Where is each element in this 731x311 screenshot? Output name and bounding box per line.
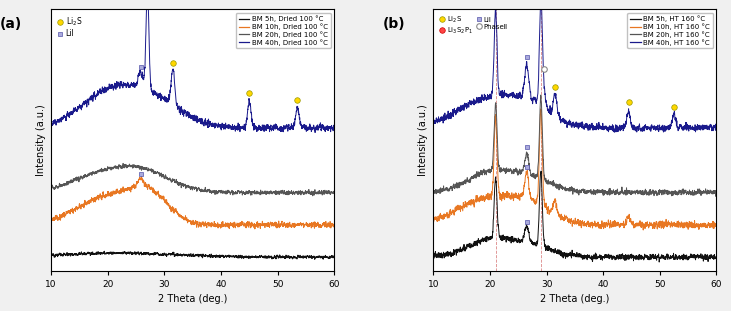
BM 5h, HT 160 °C (537, 169, 545, 173)
BM 5h, Dried 100 °C (156, 253, 164, 257)
Text: (b): (b) (382, 17, 405, 31)
BM 5h, HT 160 °C (550, 251, 558, 255)
BM 5h, Dried 100 °C (294, 255, 303, 258)
BM 40h, Dried 100 °C (330, 128, 338, 132)
BM 20h, Dried 100 °C (325, 190, 333, 193)
BM 40h, HT 160 °C (429, 121, 438, 125)
Line: BM 40h, Dried 100 °C: BM 40h, Dried 100 °C (51, 0, 334, 132)
BM 20h, HT 160 °C (478, 173, 487, 177)
BM 10h, HT 160 °C (429, 218, 438, 221)
BM 5h, HT 160 °C (461, 245, 470, 249)
BM 40h, HT 160 °C (610, 130, 619, 134)
BM 20h, Dried 100 °C (47, 185, 56, 189)
BM 40h, Dried 100 °C (167, 72, 176, 75)
BM 10h, Dried 100 °C (325, 223, 333, 226)
BM 40h, Dried 100 °C (156, 94, 164, 98)
BM 40h, HT 160 °C (461, 104, 470, 107)
X-axis label: 2 Theta (deg.): 2 Theta (deg.) (540, 294, 610, 304)
Line: BM 20h, Dried 100 °C: BM 20h, Dried 100 °C (51, 163, 334, 196)
BM 10h, Dried 100 °C (251, 227, 260, 231)
BM 40h, HT 160 °C (478, 97, 487, 101)
BM 20h, Dried 100 °C (118, 161, 127, 165)
BM 40h, Dried 100 °C (47, 120, 56, 123)
BM 5h, HT 160 °C (712, 255, 721, 259)
BM 40h, HT 160 °C (712, 127, 721, 131)
Text: (a): (a) (0, 17, 23, 31)
Line: BM 10h, HT 160 °C: BM 10h, HT 160 °C (433, 109, 716, 230)
BM 10h, HT 160 °C (712, 224, 721, 227)
BM 5h, Dried 100 °C (167, 252, 176, 255)
BM 20h, HT 160 °C (707, 190, 716, 194)
Line: BM 10h, Dried 100 °C: BM 10h, Dried 100 °C (51, 177, 334, 229)
Y-axis label: Intensity (a.u.): Intensity (a.u.) (417, 104, 428, 176)
BM 40h, Dried 100 °C (79, 100, 88, 104)
Legend: BM 5h, HT 160 °C, BM 10h, HT 160 °C, BM 20h, HT 160 °C, BM 40h, HT 160 °C: BM 5h, HT 160 °C, BM 10h, HT 160 °C, BM … (627, 13, 713, 48)
Line: BM 40h, HT 160 °C: BM 40h, HT 160 °C (433, 0, 716, 132)
Legend: BM 5h, Dried 100 °C, BM 10h, Dried 100 °C, BM 20h, Dried 100 °C, BM 40h, Dried 1: BM 5h, Dried 100 °C, BM 10h, Dried 100 °… (236, 13, 330, 48)
BM 40h, HT 160 °C (676, 124, 685, 128)
BM 10h, Dried 100 °C (294, 224, 303, 227)
BM 5h, Dried 100 °C (325, 256, 333, 260)
BM 5h, Dried 100 °C (96, 253, 105, 256)
BM 10h, Dried 100 °C (330, 223, 338, 227)
Y-axis label: Intensity (a.u.): Intensity (a.u.) (36, 104, 45, 176)
Line: BM 5h, Dried 100 °C: BM 5h, Dried 100 °C (51, 251, 334, 259)
BM 10h, HT 160 °C (676, 225, 685, 229)
BM 20h, Dried 100 °C (330, 192, 338, 196)
BM 10h, Dried 100 °C (156, 194, 164, 198)
BM 5h, Dried 100 °C (79, 252, 88, 255)
BM 40h, Dried 100 °C (311, 131, 319, 134)
BM 20h, HT 160 °C (537, 93, 545, 97)
BM 20h, Dried 100 °C (79, 174, 88, 178)
BM 20h, HT 160 °C (676, 190, 685, 194)
BM 10h, Dried 100 °C (167, 209, 176, 212)
BM 10h, HT 160 °C (639, 228, 648, 232)
BM 10h, HT 160 °C (537, 107, 545, 111)
BM 5h, HT 160 °C (707, 254, 716, 258)
BM 5h, HT 160 °C (478, 237, 487, 240)
BM 5h, HT 160 °C (537, 187, 546, 191)
BM 20h, Dried 100 °C (294, 190, 303, 194)
BM 20h, HT 160 °C (537, 116, 546, 120)
BM 40h, HT 160 °C (537, 21, 546, 25)
BM 40h, Dried 100 °C (96, 91, 105, 95)
BM 10h, HT 160 °C (550, 199, 558, 203)
BM 10h, Dried 100 °C (79, 205, 88, 209)
X-axis label: 2 Theta (deg.): 2 Theta (deg.) (158, 294, 227, 304)
BM 10h, Dried 100 °C (47, 218, 56, 222)
BM 5h, HT 160 °C (655, 260, 664, 264)
BM 40h, HT 160 °C (550, 93, 558, 97)
BM 10h, Dried 100 °C (96, 192, 105, 196)
BM 20h, HT 160 °C (550, 183, 558, 187)
Line: BM 20h, HT 160 °C: BM 20h, HT 160 °C (433, 95, 716, 196)
BM 20h, HT 160 °C (711, 194, 720, 198)
BM 5h, Dried 100 °C (311, 258, 319, 261)
BM 10h, HT 160 °C (537, 133, 546, 137)
BM 5h, Dried 100 °C (100, 249, 109, 253)
BM 20h, Dried 100 °C (96, 169, 105, 173)
BM 5h, Dried 100 °C (330, 254, 338, 258)
BM 40h, HT 160 °C (537, 0, 546, 1)
BM 10h, Dried 100 °C (137, 175, 146, 179)
BM 40h, HT 160 °C (707, 125, 716, 129)
BM 10h, HT 160 °C (707, 225, 716, 229)
BM 5h, HT 160 °C (429, 253, 438, 257)
BM 20h, HT 160 °C (712, 190, 721, 194)
BM 5h, Dried 100 °C (47, 253, 56, 257)
BM 20h, HT 160 °C (429, 191, 438, 195)
BM 20h, Dried 100 °C (167, 179, 176, 183)
BM 20h, Dried 100 °C (156, 174, 164, 178)
Line: BM 5h, HT 160 °C: BM 5h, HT 160 °C (433, 171, 716, 262)
BM 20h, Dried 100 °C (308, 194, 317, 198)
BM 5h, HT 160 °C (676, 256, 685, 259)
BM 40h, Dried 100 °C (325, 125, 333, 129)
BM 10h, HT 160 °C (478, 194, 487, 198)
BM 40h, Dried 100 °C (294, 109, 303, 113)
BM 20h, HT 160 °C (461, 180, 470, 184)
BM 10h, HT 160 °C (461, 203, 470, 207)
